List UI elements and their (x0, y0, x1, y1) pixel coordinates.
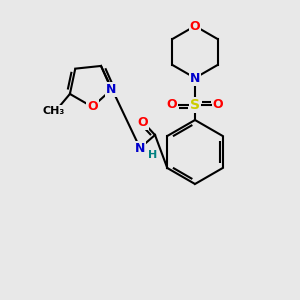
Text: O: O (213, 98, 223, 112)
Text: H: H (148, 150, 158, 160)
Text: O: O (190, 20, 200, 32)
Text: CH₃: CH₃ (43, 106, 65, 116)
Text: O: O (167, 98, 177, 112)
Text: N: N (106, 83, 117, 96)
Text: O: O (138, 116, 148, 128)
Text: N: N (190, 71, 200, 85)
Text: O: O (87, 100, 98, 113)
Text: N: N (135, 142, 145, 154)
Text: S: S (190, 98, 200, 112)
